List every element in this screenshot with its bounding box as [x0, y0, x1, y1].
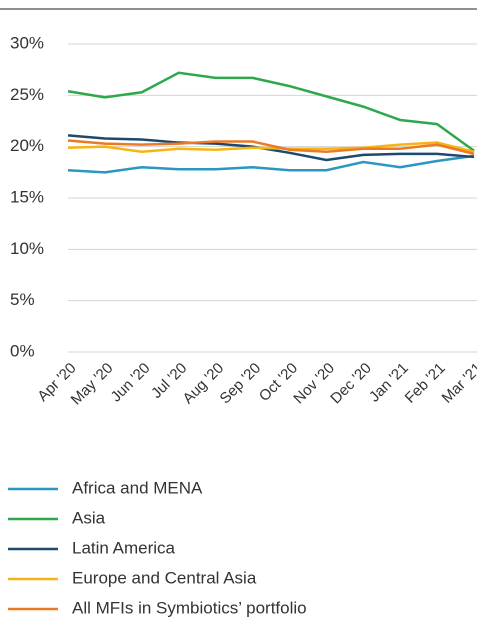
x-tick-label: Jun '20	[108, 360, 154, 406]
x-tick-label: Dec '20	[327, 360, 375, 408]
series-line	[67, 141, 475, 154]
y-tick-label: 15%	[10, 187, 44, 206]
y-tick-label: 5%	[10, 290, 35, 309]
legend-label: Africa and MENA	[72, 478, 203, 497]
legend-label: Latin America	[72, 538, 176, 557]
y-tick-label: 0%	[10, 341, 35, 360]
x-tick-label: May '20	[68, 360, 117, 409]
series-line	[67, 134, 475, 162]
y-tick-label: 20%	[10, 136, 44, 155]
series-line	[67, 154, 475, 174]
y-tick-label: 30%	[10, 33, 44, 52]
legend-label: Europe and Central Asia	[72, 568, 257, 587]
y-tick-label: 25%	[10, 85, 44, 104]
x-tick-label: Mar '21	[439, 360, 477, 407]
series-line	[67, 71, 475, 152]
legend-label: Asia	[72, 508, 106, 527]
x-tick-label: Sep '20	[217, 360, 265, 408]
legend-label: All MFIs in Symbiotics’ portfolio	[72, 598, 307, 617]
y-tick-label: 10%	[10, 239, 44, 258]
x-tick-label: Feb '21	[402, 360, 449, 407]
series-line	[67, 139, 475, 156]
